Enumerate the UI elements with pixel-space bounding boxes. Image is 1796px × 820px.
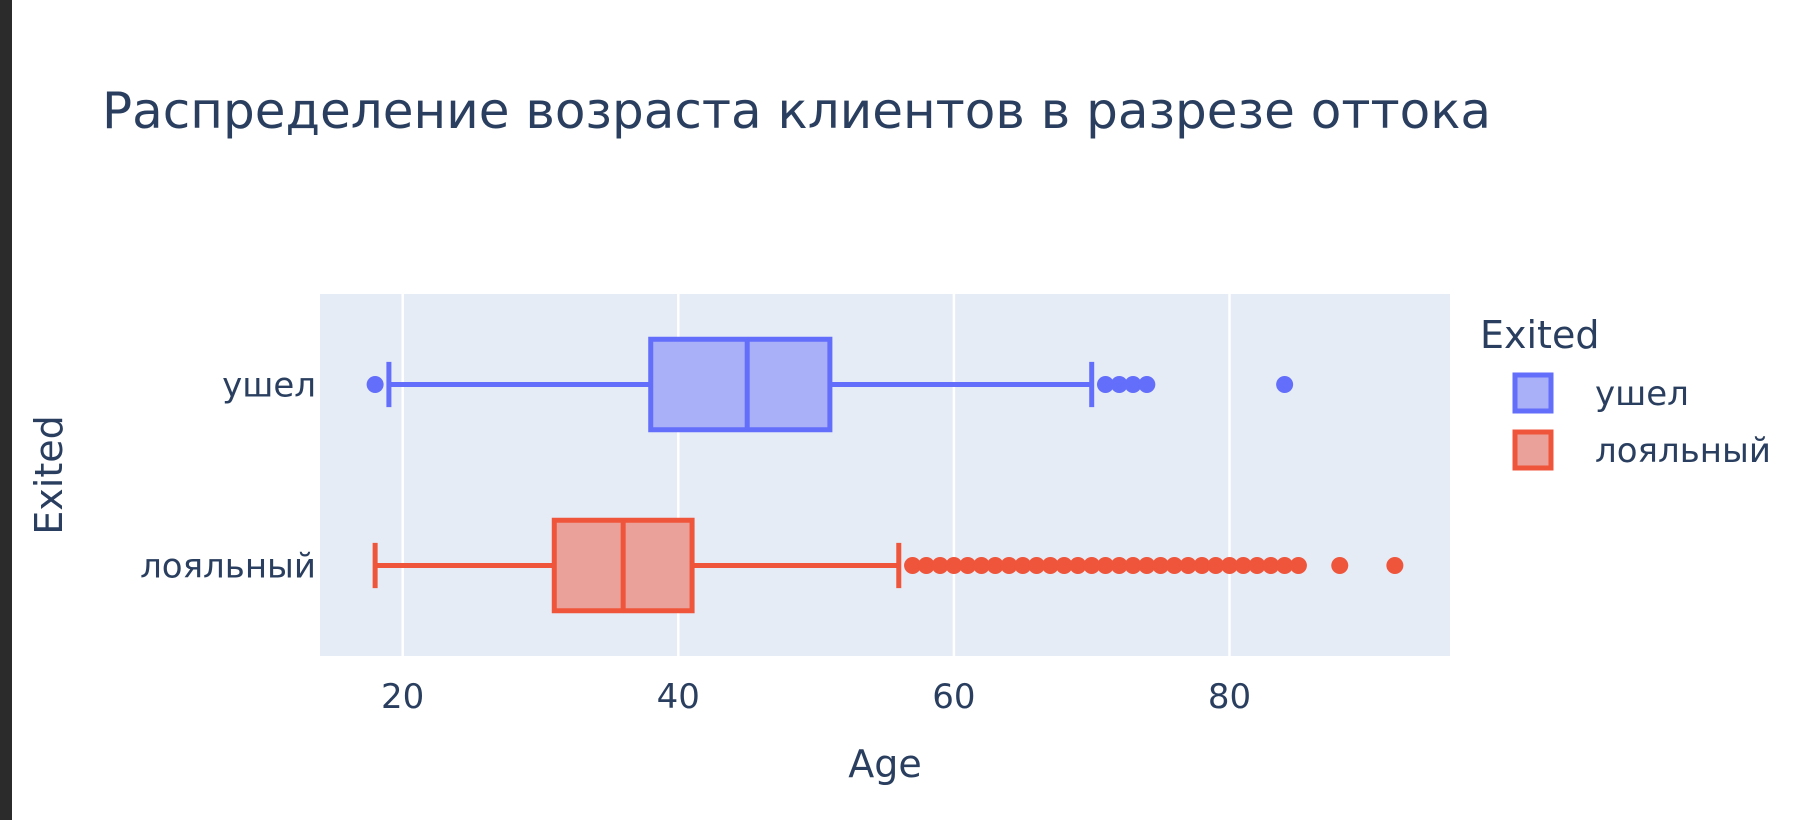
outlier-point-0-1 [1096,376,1114,393]
outlier-point-1-11 [1055,557,1073,574]
outlier-point-1-7 [1000,557,1018,574]
legend-swatch-1 [1512,429,1554,471]
x-tick-label-80: 80 [1208,677,1251,717]
outlier-point-1-19 [1165,557,1183,574]
outlier-point-1-3 [945,557,963,574]
legend-label-1: лояльный [1595,431,1771,471]
outlier-point-1-6 [986,557,1004,574]
legend-item-0[interactable]: ушел [1512,372,1689,414]
legend-item-1[interactable]: лояльный [1512,429,1771,471]
outlier-point-1-28 [1289,557,1307,574]
outlier-point-0-0 [366,376,384,393]
y-axis-ticks: ушел лояльный [140,366,316,587]
x-axis-title: Age [848,742,922,786]
outlier-point-1-8 [1014,557,1032,574]
legend-title: Exited [1480,313,1599,357]
x-tick-label-20: 20 [381,677,424,717]
y-axis-title: Exited [27,415,71,534]
outlier-point-0-5 [1276,376,1294,393]
y-tick-label-1: лояльный [140,547,316,587]
outlier-point-1-30 [1386,557,1404,574]
outlier-point-1-1 [917,557,935,574]
outlier-point-1-15 [1110,557,1128,574]
x-tick-label-60: 60 [932,677,975,717]
outlier-point-1-22 [1207,557,1225,574]
x-axis-ticks: 20 40 60 80 [381,677,1251,717]
outlier-point-1-26 [1262,557,1280,574]
chart-figure: Распределение возраста клиентов в разрез… [12,0,1796,820]
legend[interactable]: ушел лояльный [1512,372,1771,471]
outlier-point-1-29 [1331,557,1349,574]
outlier-point-1-16 [1124,557,1142,574]
box-traces [366,336,1404,614]
outlier-point-1-14 [1096,557,1114,574]
chart-title: Распределение возраста клиентов в разрез… [102,82,1491,140]
outlier-point-1-27 [1276,557,1294,574]
outlier-point-1-23 [1221,557,1239,574]
outlier-point-1-24 [1234,557,1252,574]
outlier-point-1-9 [1028,557,1046,574]
outlier-point-1-4 [959,557,977,574]
outlier-point-1-20 [1179,557,1197,574]
outlier-point-0-2 [1110,376,1128,393]
outlier-point-1-18 [1152,557,1170,574]
box-iqr-0 [648,336,833,433]
outlier-point-1-17 [1138,557,1156,574]
outlier-point-0-4 [1138,376,1156,393]
plot-area [320,294,1450,656]
outlier-point-1-10 [1041,557,1059,574]
outlier-point-1-25 [1248,557,1266,574]
x-tick-label-40: 40 [657,677,700,717]
legend-swatch-0 [1512,372,1554,414]
outlier-point-1-12 [1069,557,1087,574]
outlier-point-1-5 [972,557,990,574]
outlier-point-1-13 [1083,557,1101,574]
box-trace-1 [372,517,1404,614]
box-trace-0 [366,336,1294,433]
legend-label-0: ушел [1595,374,1689,414]
outlier-point-1-0 [904,557,922,574]
y-tick-label-0: ушел [222,366,316,406]
outlier-point-1-2 [931,557,949,574]
outlier-point-1-21 [1193,557,1211,574]
outlier-point-0-3 [1124,376,1142,393]
chart-svg: Распределение возраста клиентов в разрез… [27,82,1771,786]
